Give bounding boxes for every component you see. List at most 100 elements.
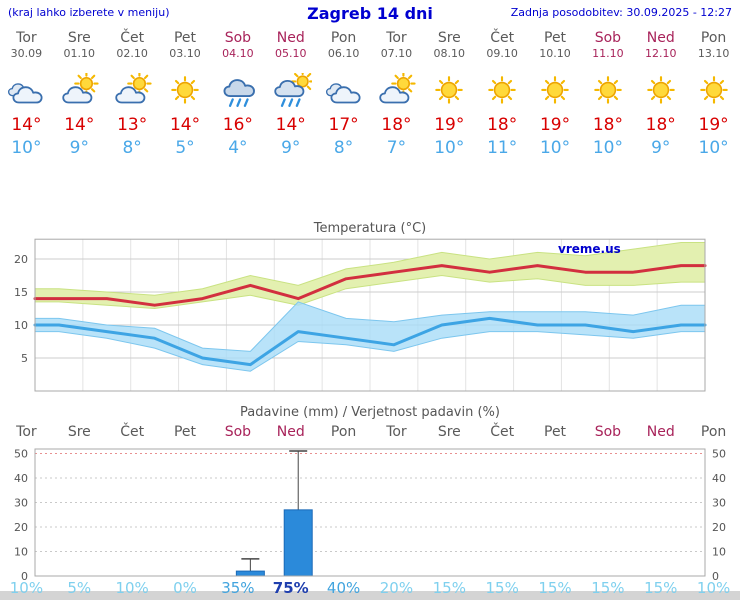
sun-icon bbox=[529, 72, 582, 110]
menu-hint: (kraj lahko izberete v meniju) bbox=[8, 6, 170, 19]
day-name: Tor bbox=[16, 30, 37, 46]
rain-sun-icon bbox=[264, 72, 317, 110]
sun-icon bbox=[581, 72, 634, 110]
day-date: 11.10 bbox=[592, 47, 624, 60]
max-temperature: 19° bbox=[698, 115, 729, 135]
precip-probability-row: 10% 5% 10% 0% 35% 75% 40% 20% 15% 15% 15% 15% 15% 10% bbox=[0, 579, 740, 597]
precip-probability: 15% bbox=[591, 579, 625, 597]
min-temperature: 10° bbox=[592, 138, 623, 158]
day-name: Pet bbox=[173, 30, 197, 46]
precip-day-label: Ned bbox=[646, 424, 675, 440]
min-temperature: 9° bbox=[651, 138, 671, 158]
max-temperature: 18° bbox=[592, 115, 623, 135]
watermark: vreme.us bbox=[558, 242, 621, 256]
day-date: 01.10 bbox=[63, 47, 96, 60]
day-name: Čet bbox=[490, 30, 515, 46]
precip-probability: 15% bbox=[644, 579, 678, 597]
precip-day-label: Tor bbox=[386, 424, 407, 440]
min-temperature: 9° bbox=[281, 138, 301, 158]
forecast-day-column: Pon 06.10 17° 8° bbox=[317, 30, 370, 158]
day-date: 12.10 bbox=[644, 47, 677, 60]
day-date: 07.10 bbox=[380, 47, 413, 60]
day-name: Sob bbox=[594, 30, 622, 46]
forecast-day-column: Pet 03.10 14° 5° bbox=[159, 30, 212, 158]
day-date: 05.10 bbox=[274, 47, 307, 60]
max-temperature: 18° bbox=[381, 115, 412, 135]
precip-probability: 40% bbox=[326, 579, 361, 597]
precip-day-label: Sre bbox=[437, 424, 461, 440]
precip-probability: 0% bbox=[173, 579, 197, 597]
precip-probability: 75% bbox=[272, 579, 309, 597]
precip-bar bbox=[235, 570, 265, 577]
precip-day-label: Pon bbox=[700, 424, 727, 440]
precip-probability: 35% bbox=[221, 579, 255, 597]
precip-day-label: Sob bbox=[224, 424, 252, 440]
forecast-day-column: Pon 13.10 19° 10° bbox=[687, 30, 740, 158]
max-temperature: 17° bbox=[328, 115, 359, 135]
day-date: 30.09 bbox=[10, 47, 43, 60]
precip-bar bbox=[283, 509, 313, 577]
precipitation-chart: 0 0 10 10 20 20 30 30 40 40 50 50 bbox=[14, 448, 726, 584]
day-date: 13.10 bbox=[697, 47, 730, 60]
min-temperature: 9° bbox=[69, 138, 89, 158]
forecast-day-column: Tor 07.10 18° 7° bbox=[370, 30, 423, 158]
max-temperature: 18° bbox=[645, 115, 676, 135]
cloud-icon bbox=[317, 72, 370, 110]
day-name: Ned bbox=[276, 30, 305, 46]
precip-y-axis-label-right: 50 bbox=[712, 448, 726, 461]
precip-day-label: Ned bbox=[276, 424, 305, 440]
precip-day-label: Čet bbox=[490, 424, 515, 440]
precip-y-axis-label-right: 0 bbox=[712, 570, 719, 583]
precip-y-axis-label-right: 30 bbox=[712, 497, 726, 510]
max-temperature-line bbox=[33, 264, 707, 307]
min-temperature: 10° bbox=[698, 138, 729, 158]
precip-day-label: Sre bbox=[67, 424, 91, 440]
precip-probability: 15% bbox=[432, 579, 466, 597]
temp-plot-border bbox=[34, 238, 706, 392]
page-title: Zagreb 14 dni bbox=[307, 4, 433, 23]
min-temperature: 10° bbox=[11, 138, 42, 158]
forecast-day-column: Sob 04.10 16° 4° bbox=[211, 30, 264, 158]
sun-icon bbox=[423, 72, 476, 110]
max-temperature: 14° bbox=[275, 115, 306, 135]
min-temperature-line bbox=[33, 316, 707, 367]
forecast-day-column: Sre 08.10 19° 10° bbox=[423, 30, 476, 158]
max-temperature: 14° bbox=[11, 115, 42, 135]
max-temperature: 18° bbox=[487, 115, 518, 135]
precip-y-axis-label-right: 40 bbox=[712, 472, 726, 485]
min-temperature: 8° bbox=[122, 138, 142, 158]
min-temperature: 8° bbox=[333, 138, 354, 158]
precip-y-axis-label-left: 20 bbox=[14, 521, 28, 534]
min-temperature: 5° bbox=[175, 138, 195, 158]
min-temperature: 4° bbox=[228, 138, 248, 158]
precip-probability: 15% bbox=[538, 579, 572, 597]
precipitation-chart-title: Padavine (mm) / Verjetnost padavin (%) bbox=[240, 405, 500, 420]
day-date: 02.10 bbox=[116, 47, 148, 60]
precip-probability: 10% bbox=[115, 579, 149, 597]
precip-day-label: Sob bbox=[594, 424, 622, 440]
max-temperature: 16° bbox=[222, 115, 253, 135]
day-name: Tor bbox=[386, 30, 407, 46]
precip-probability: 5% bbox=[67, 579, 92, 597]
max-temperature: 19° bbox=[539, 115, 571, 135]
forecast-day-column: Pet 10.10 19° 10° bbox=[529, 30, 582, 158]
day-name: Čet bbox=[120, 30, 145, 46]
precip-day-label: Čet bbox=[120, 424, 145, 440]
day-name: Sre bbox=[67, 30, 91, 46]
day-name: Pon bbox=[700, 30, 727, 46]
max-temperature: 13° bbox=[117, 115, 148, 135]
min-temperature: 10° bbox=[539, 138, 571, 158]
forecast-day-column: Čet 09.10 18° 11° bbox=[476, 30, 529, 158]
forecast-day-column: Ned 12.10 18° 9° bbox=[634, 30, 687, 158]
precip-plot-border bbox=[34, 448, 706, 577]
min-temperature: 7° bbox=[386, 138, 407, 158]
precip-day-label: Pet bbox=[173, 424, 197, 440]
day-date: 08.10 bbox=[433, 47, 466, 60]
sun-icon bbox=[687, 72, 740, 110]
day-name: Ned bbox=[646, 30, 675, 46]
sun-icon bbox=[159, 72, 212, 110]
cloud-sun-icon bbox=[106, 72, 159, 110]
max-temperature: 14° bbox=[64, 115, 95, 135]
forecast-day-column: Tor 30.09 14° 10° bbox=[0, 30, 53, 158]
